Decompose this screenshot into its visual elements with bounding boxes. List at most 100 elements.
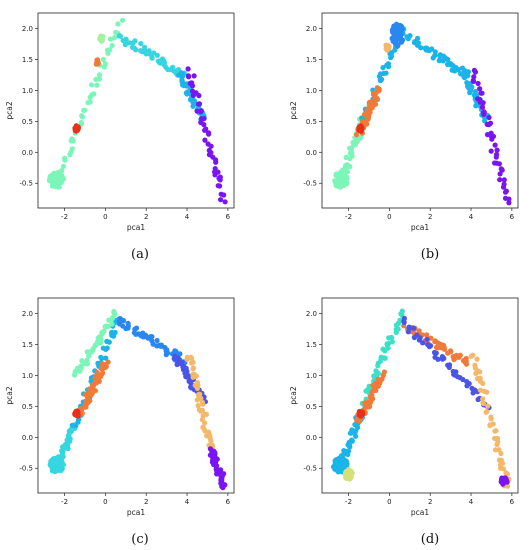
scatter-point [477, 99, 483, 105]
x-tick-label: 4 [469, 213, 474, 221]
scatter-point [73, 128, 79, 134]
scatter-point [119, 17, 126, 23]
scatter-point [196, 101, 203, 107]
scatter-point [56, 467, 62, 473]
scatter-point [453, 369, 459, 375]
scatter-point [218, 197, 224, 203]
scatter-point [109, 42, 115, 49]
scatter-point [504, 479, 510, 485]
scatter-point [87, 94, 93, 100]
x-tick-label: 0 [103, 213, 107, 221]
y-tick-label: 1.0 [306, 372, 317, 380]
scatter-point [433, 350, 439, 356]
scatter-point [377, 377, 383, 383]
scatter-point [445, 56, 451, 63]
scatter-point [48, 175, 54, 181]
scatter-point [189, 360, 195, 366]
scatter-point [206, 131, 212, 137]
scatter-point [417, 335, 423, 341]
scatter-point [179, 359, 185, 365]
scatter-point [59, 451, 65, 458]
scatter-point [196, 391, 202, 397]
scatter-point [498, 450, 504, 457]
scatter-point [353, 132, 360, 138]
scatter-point [385, 43, 391, 49]
scatter-point [87, 388, 94, 394]
scatter-point [489, 136, 495, 142]
scatter-points [46, 17, 228, 205]
scatter-point [207, 446, 213, 452]
scatter-point [62, 155, 68, 161]
scatter-point [62, 442, 68, 448]
scatter-point [193, 373, 199, 379]
y-tick-label: 1.5 [22, 56, 33, 64]
scatter-point [380, 65, 386, 71]
scatter-point [201, 116, 207, 122]
scatter-point [113, 29, 119, 35]
scatter-point [191, 73, 197, 79]
scatter-point [180, 73, 186, 79]
scatter-point [222, 199, 228, 205]
scatter-point [506, 200, 512, 206]
scatter-point [213, 159, 219, 165]
scatter-point [208, 150, 214, 156]
scatter-point [500, 184, 507, 190]
scatter-point [441, 355, 447, 361]
scatter-point [190, 366, 196, 372]
scatter-point [221, 471, 227, 477]
scatter-point [83, 358, 90, 364]
scatter-point [481, 111, 487, 117]
scatter-point [89, 82, 95, 88]
scatter-point [395, 43, 401, 49]
x-tick-label: 0 [387, 498, 391, 506]
scatter-point [474, 356, 480, 362]
y-tick-label: 1.0 [22, 87, 33, 95]
scatter-point [420, 340, 426, 346]
x-tick-label: 2 [144, 498, 148, 506]
scatter-point [501, 177, 507, 183]
scatter-point [455, 66, 461, 73]
scatter-point [385, 62, 391, 68]
scatter-point [415, 35, 421, 42]
scatter-point [69, 136, 75, 142]
scatter-point [492, 435, 498, 441]
panel-caption: (c) [131, 532, 148, 547]
scatter-point [427, 47, 433, 53]
scatter-point [492, 428, 498, 434]
scatter-point [388, 334, 394, 340]
scatter-point [132, 38, 138, 44]
scatter-point [213, 462, 219, 468]
scatter-point [441, 344, 447, 351]
y-tick-label: 2.0 [22, 310, 33, 318]
scatter-point [72, 371, 78, 377]
scatter-point [92, 388, 98, 394]
scatter-point [107, 47, 113, 53]
scatter-point [220, 485, 226, 491]
scatter-point [198, 109, 204, 115]
scatter-point [366, 108, 372, 115]
scatter-point [369, 393, 375, 399]
scatter-point [125, 323, 131, 329]
scatter-point [190, 103, 196, 109]
scatter-point [115, 21, 121, 27]
scatter-point [84, 349, 90, 355]
scatter-point [480, 396, 486, 402]
scatter-point [338, 464, 345, 470]
scatter-point [154, 337, 160, 344]
chart-panel-1: -2 0 2 4 6 -0.5 0.0 0.5 1.0 1.5 2.0 pca1 pca2 (a) [5, 12, 235, 262]
scatter-point [479, 104, 485, 110]
scatter-point [195, 382, 201, 388]
scatter-point [504, 483, 511, 489]
scatter-point [430, 55, 436, 61]
scatter-point [349, 470, 355, 476]
y-tick-label: -0.5 [19, 465, 33, 473]
panel-caption: (a) [131, 247, 149, 262]
scatter-point [50, 456, 57, 462]
scatter-point [190, 88, 196, 94]
scatter-point [468, 87, 474, 94]
scatter-point [457, 352, 463, 358]
scatter-point [485, 403, 491, 409]
y-tick-label: 2.0 [306, 310, 317, 318]
scatter-point [389, 27, 396, 33]
scatter-point [338, 173, 344, 180]
